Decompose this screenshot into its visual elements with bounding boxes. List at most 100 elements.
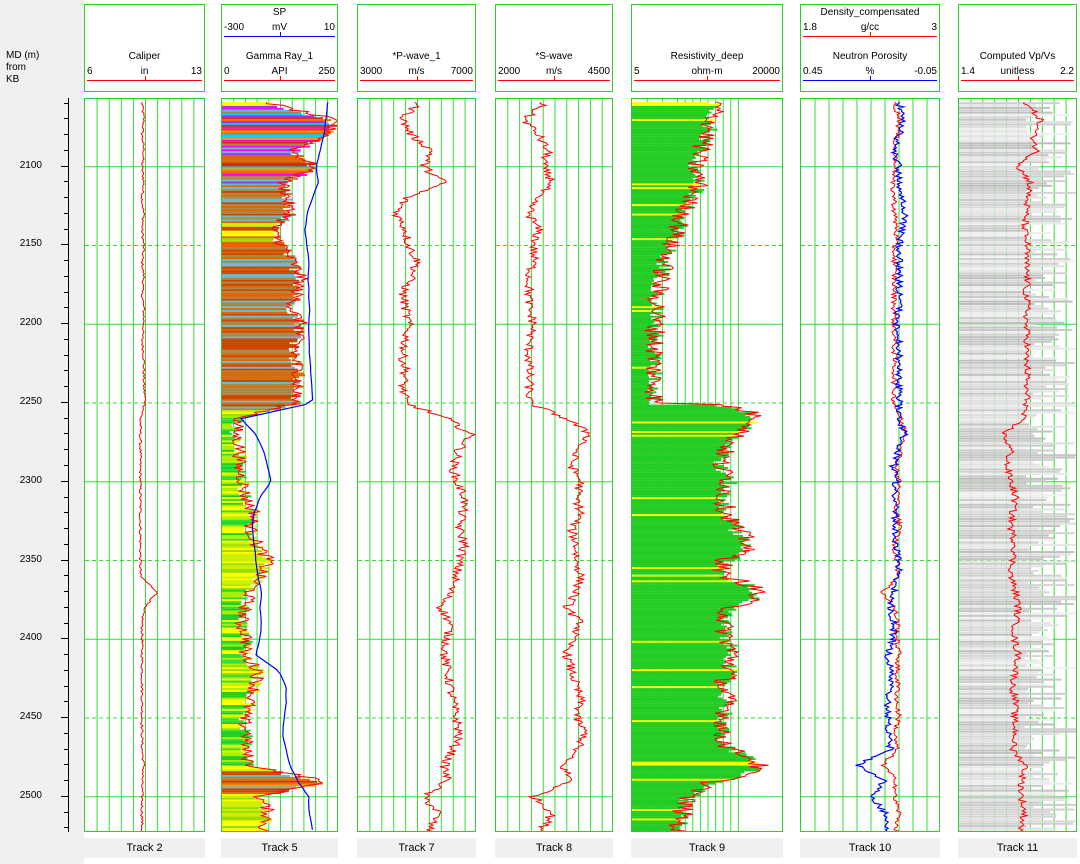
lithology-fill [222,578,253,581]
shading-fill [959,688,1029,691]
resistivity-fill [632,202,686,205]
shading-fill [959,437,1046,440]
resistivity-fill [632,527,736,530]
resistivity-fill [632,646,727,649]
resistivity-fill [632,829,676,831]
resistivity-fill [632,175,699,178]
track-body[interactable] [84,98,205,832]
lithology-fill [222,383,294,386]
resistivity-fill [632,296,650,299]
track-header[interactable]: *S-wave 2000 m/s 4500 [495,4,613,92]
track-header[interactable]: Computed Vp/Vs 1.4 unitless 2.2 [958,4,1077,92]
shading-fill [959,603,1074,606]
lithology-fill [222,516,257,519]
shading-fill [959,813,1057,816]
resistivity-fill [632,402,650,405]
resistivity-fill [632,633,727,636]
resistivity-fill [632,625,727,628]
track-footer: Track 2 [84,838,205,858]
curve-scale-min: 0 [224,66,230,77]
depth-tick [61,165,68,167]
resistivity-fill [632,638,729,641]
track-body[interactable] [800,98,940,832]
resistivity-fill [632,119,714,122]
lithology-fill [222,620,240,623]
shading-fill [959,655,1054,658]
shading-fill [959,128,1030,131]
track-body[interactable] [958,98,1077,832]
resistivity-fill [632,419,751,422]
resistivity-fill [632,695,719,698]
resistivity-fill [632,340,651,343]
shading-fill [959,376,1071,379]
resistivity-fill [632,512,722,515]
lithology-fill [222,423,232,426]
shading-fill [959,638,1053,641]
depth-baseline [68,98,69,832]
resistivity-fill [632,620,729,623]
track-body[interactable] [221,98,338,832]
track-header[interactable]: Caliper 6 in 13 [84,4,205,92]
track-body[interactable] [357,98,476,832]
lithology-fill [222,570,269,573]
track-header[interactable]: Resistivity_deep 5 ohm-m 20000 [631,4,783,92]
depth-tick [64,512,68,514]
shading-fill [959,199,1027,202]
depth-tick [64,669,68,671]
shading-fill [959,565,1044,568]
track-footer: Track 10 [800,838,940,858]
shading-fill [959,742,1031,745]
depth-tick [64,748,68,750]
track-header[interactable]: SP -300 mV 10 Gamma Ray_1 0 API 250 [221,4,338,92]
resistivity-fill [632,215,683,218]
resistivity-fill [632,712,733,715]
resistivity-fill [632,294,654,297]
shading-fill [959,130,1028,133]
resistivity-fill [632,158,692,161]
resistivity-fill [632,648,736,651]
lithology-fill [222,143,304,146]
track-body[interactable] [495,98,613,832]
resistivity-fill [632,729,730,732]
shading-fill [959,770,1043,773]
shading-fill [959,312,1058,315]
lithology-fill [222,117,324,120]
resistivity-fill [632,559,736,562]
depth-tick [61,401,68,403]
shading-fill [959,371,1042,374]
resistivity-fill [632,249,677,252]
lithology-fill [222,474,244,477]
track-header[interactable]: *P-wave_1 3000 m/s 7000 [357,4,476,92]
lithology-fill [222,587,255,590]
shading-fill [959,723,1055,726]
resistivity-fill [632,308,664,311]
shading-fill [959,796,1065,799]
resistivity-fill [632,162,697,165]
lithology-fill [222,480,245,483]
lithology-fill [222,657,253,660]
resistivity-fill [632,406,733,409]
shading-fill [959,380,1067,383]
resistivity-fill [632,767,762,770]
resistivity-fill [632,141,707,144]
track-body[interactable] [631,98,783,832]
lithology-fill [222,737,250,740]
lithology-fill [222,688,251,691]
resistivity-fill [632,489,725,492]
resistivity-fill [632,183,700,186]
resistivity-fill [632,185,694,188]
lithology-fill [222,230,278,233]
track-header[interactable]: Density_compensated 1.8 g/cc 3 Neutron Poros… [800,4,940,92]
resistivity-fill [632,816,689,819]
resistivity-fill [632,289,651,292]
shading-fill [959,780,1051,783]
lithology-fill [222,548,256,551]
resistivity-fill [632,355,660,358]
curve-scale-line [803,76,937,81]
resistivity-fill [632,124,703,127]
shading-fill [959,135,1045,138]
resistivity-fill [632,533,734,536]
shading-fill [959,189,1027,192]
resistivity-fill [632,160,697,163]
shading-fill [959,536,1054,539]
